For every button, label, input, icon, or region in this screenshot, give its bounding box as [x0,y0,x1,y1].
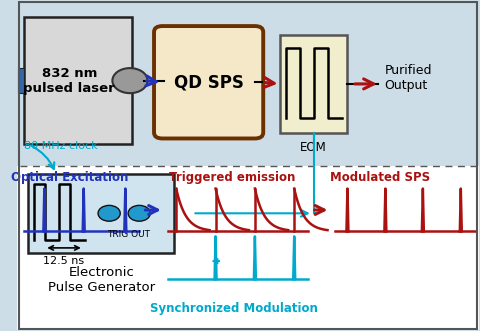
Circle shape [98,205,120,221]
Text: Electronic
Pulse Generator: Electronic Pulse Generator [48,266,155,294]
Text: Triggered emission: Triggered emission [168,171,295,184]
Bar [18,68,24,93]
Text: Synchronized Modulation: Synchronized Modulation [150,303,318,315]
Text: Optical Excitation: Optical Excitation [11,171,129,184]
Text: EOM: EOM [300,141,327,154]
Bar [24,17,132,144]
Circle shape [128,205,150,221]
Text: QD SPS: QD SPS [174,73,243,91]
Text: 832 nm
pulsed laser: 832 nm pulsed laser [24,67,115,95]
FancyBboxPatch shape [154,26,263,138]
Bar [28,174,174,253]
Text: 80 MHz clock: 80 MHz clock [24,141,97,151]
Bar [17,166,480,330]
Circle shape [112,68,147,93]
Text: Purified
Output: Purified Output [384,64,432,92]
Text: Modulated SPS: Modulated SPS [330,171,430,184]
Text: 12.5 ns: 12.5 ns [44,256,84,266]
Bar [280,35,348,132]
Text: TRIG OUT: TRIG OUT [107,230,150,239]
